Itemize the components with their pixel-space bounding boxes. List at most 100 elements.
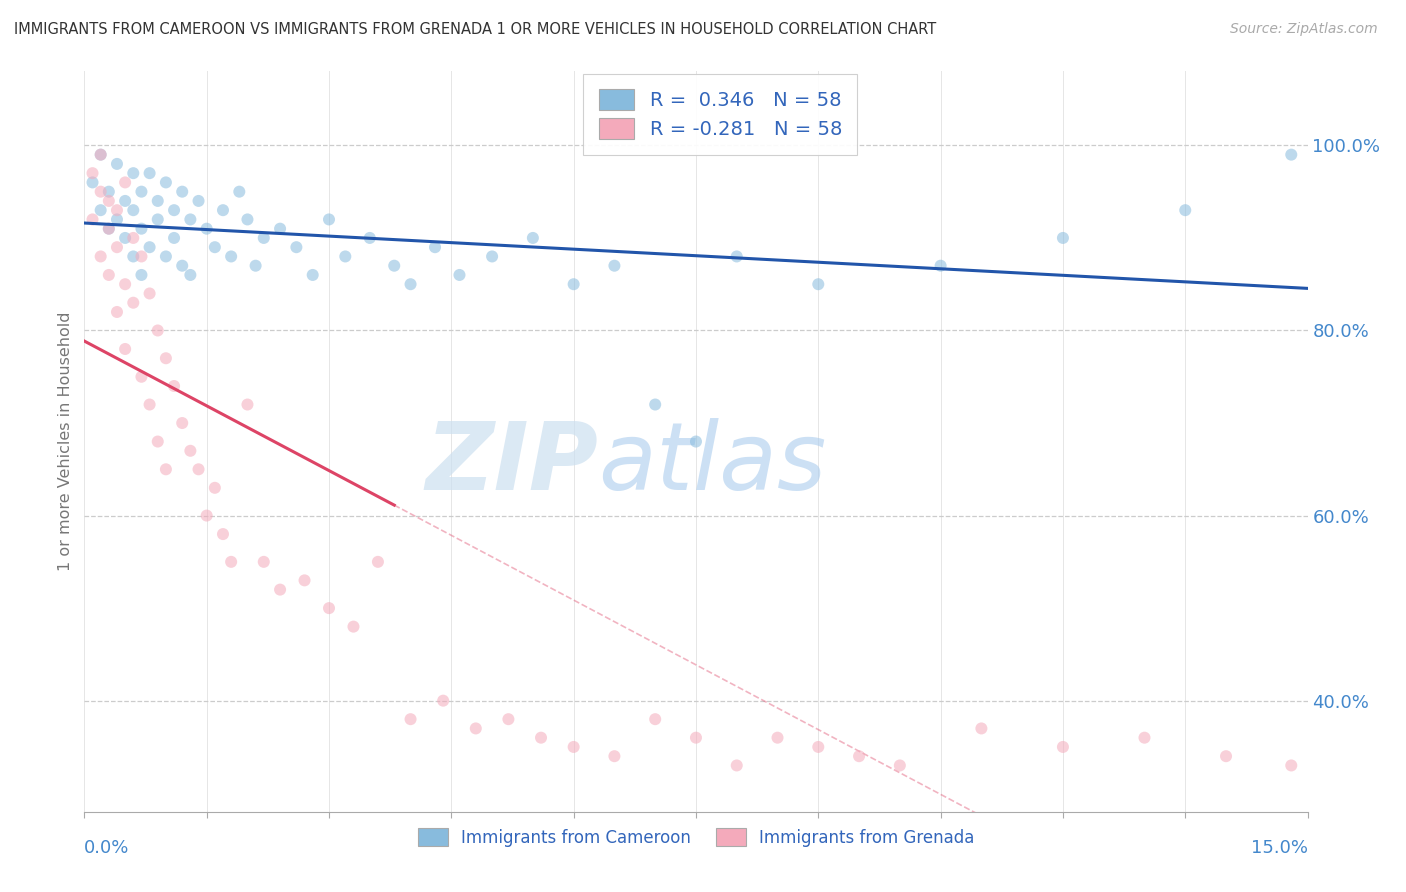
Point [122, 295, 145, 310]
Text: ZIP: ZIP [425, 417, 598, 509]
Point [204, 481, 226, 495]
Point [269, 221, 291, 235]
Point [114, 231, 136, 245]
Point [146, 323, 169, 337]
Y-axis label: 1 or more Vehicles in Household: 1 or more Vehicles in Household [58, 312, 73, 571]
Point [318, 601, 340, 615]
Text: Source: ZipAtlas.com: Source: ZipAtlas.com [1230, 22, 1378, 37]
Point [219, 555, 242, 569]
Point [725, 758, 748, 772]
Point [530, 731, 553, 745]
Point [195, 221, 218, 235]
Point [187, 194, 209, 208]
Point [449, 268, 471, 282]
Legend: Immigrants from Cameroon, Immigrants from Grenada: Immigrants from Cameroon, Immigrants fro… [409, 820, 983, 855]
Point [644, 398, 666, 412]
Point [90, 147, 112, 161]
Point [155, 175, 177, 190]
Point [970, 722, 993, 736]
Point [245, 259, 267, 273]
Point [114, 277, 136, 292]
Point [163, 231, 186, 245]
Point [97, 221, 120, 235]
Point [562, 277, 585, 292]
Point [285, 240, 308, 254]
Point [603, 259, 626, 273]
Point [562, 739, 585, 754]
Point [163, 203, 186, 218]
Point [382, 259, 405, 273]
Point [122, 231, 145, 245]
Point [432, 694, 454, 708]
Point [1279, 758, 1302, 772]
Point [155, 351, 177, 366]
Point [97, 194, 120, 208]
Point [131, 250, 153, 264]
Point [105, 212, 128, 227]
Point [90, 147, 112, 161]
Point [172, 185, 194, 199]
Point [212, 203, 235, 218]
Point [219, 250, 242, 264]
Point [399, 277, 422, 292]
Point [114, 342, 136, 356]
Point [146, 194, 169, 208]
Point [122, 250, 145, 264]
Point [122, 166, 145, 180]
Point [807, 739, 830, 754]
Point [1133, 731, 1156, 745]
Point [1052, 231, 1074, 245]
Point [1174, 203, 1197, 218]
Point [195, 508, 218, 523]
Point [367, 555, 389, 569]
Point [929, 259, 952, 273]
Point [90, 203, 112, 218]
Point [187, 462, 209, 476]
Point [889, 758, 911, 772]
Point [97, 185, 120, 199]
Point [236, 212, 259, 227]
Text: atlas: atlas [598, 418, 827, 509]
Point [179, 268, 201, 282]
Point [179, 443, 201, 458]
Point [114, 175, 136, 190]
Point [318, 212, 340, 227]
Point [481, 250, 503, 264]
Point [82, 175, 104, 190]
Point [131, 185, 153, 199]
Point [105, 240, 128, 254]
Point [114, 194, 136, 208]
Point [131, 221, 153, 235]
Point [644, 712, 666, 726]
Point [131, 369, 153, 384]
Point [522, 231, 544, 245]
Text: 15.0%: 15.0% [1250, 839, 1308, 857]
Point [685, 434, 707, 449]
Point [301, 268, 323, 282]
Point [342, 620, 364, 634]
Point [253, 231, 276, 245]
Point [603, 749, 626, 764]
Point [1215, 749, 1237, 764]
Point [146, 434, 169, 449]
Point [97, 221, 120, 235]
Point [105, 203, 128, 218]
Point [294, 574, 316, 588]
Point [807, 277, 830, 292]
Point [1279, 147, 1302, 161]
Point [725, 250, 748, 264]
Point [269, 582, 291, 597]
Text: IMMIGRANTS FROM CAMEROON VS IMMIGRANTS FROM GRENADA 1 OR MORE VEHICLES IN HOUSEH: IMMIGRANTS FROM CAMEROON VS IMMIGRANTS F… [14, 22, 936, 37]
Point [172, 259, 194, 273]
Point [179, 212, 201, 227]
Point [212, 527, 235, 541]
Point [105, 305, 128, 319]
Point [163, 379, 186, 393]
Point [399, 712, 422, 726]
Point [122, 203, 145, 218]
Point [90, 250, 112, 264]
Point [105, 157, 128, 171]
Point [685, 731, 707, 745]
Point [1052, 739, 1074, 754]
Point [172, 416, 194, 430]
